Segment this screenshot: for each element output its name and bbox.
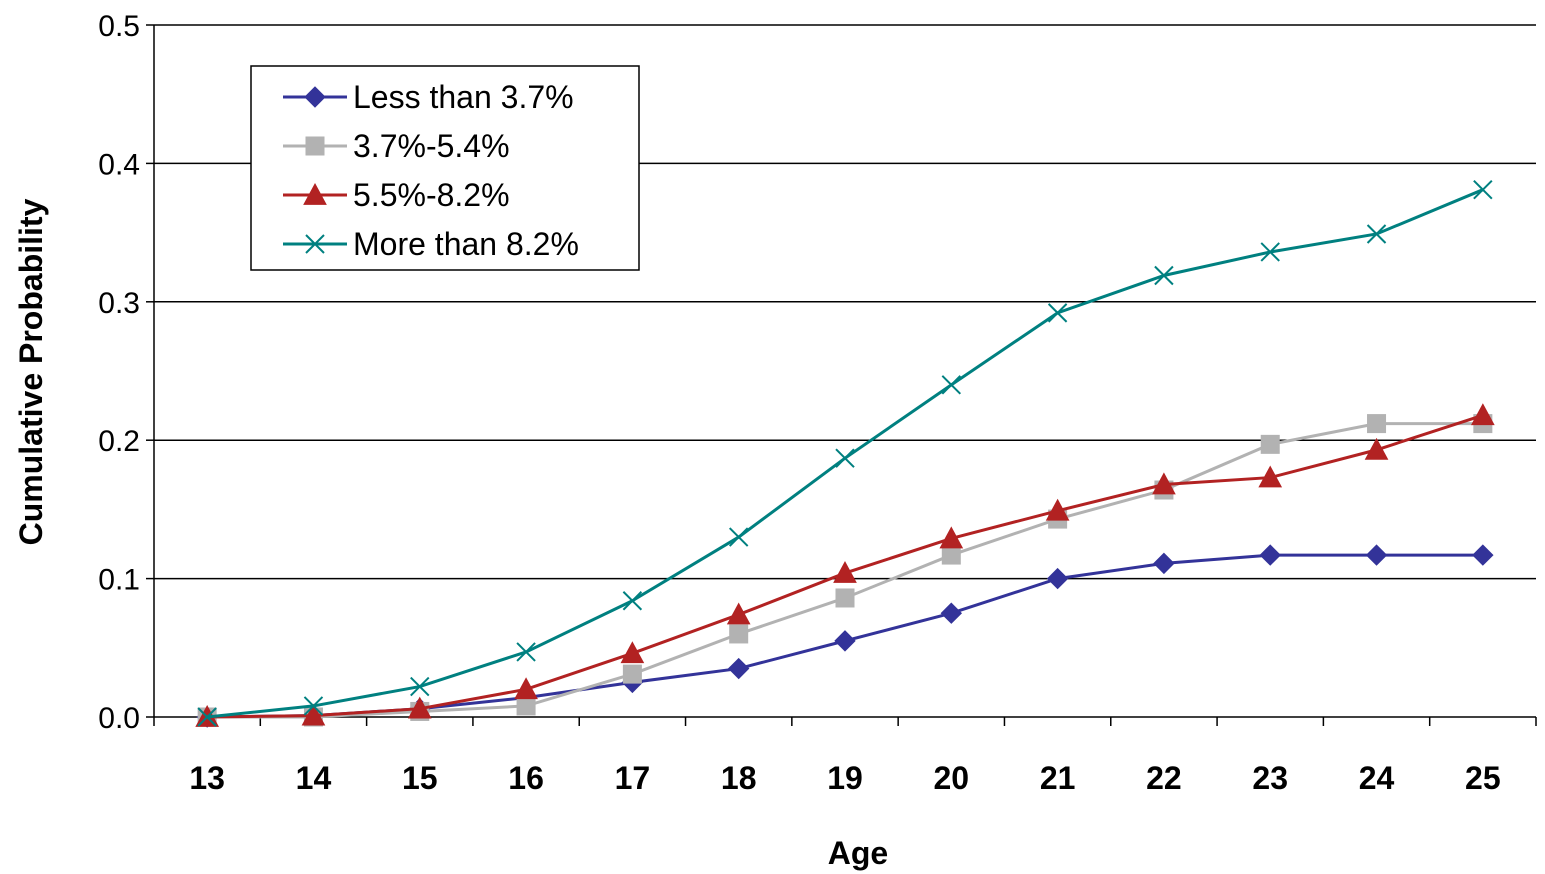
data-point [1046,567,1069,590]
x-tick-label: 22 [1146,760,1182,796]
data-point [1473,179,1493,200]
data-point [729,624,749,644]
legend-entry: 3.7%-5.4% [283,128,510,164]
axes: 0.0 0.1 0.2 0.3 0.4 0.5 13 14 15 16 17 18 19 20 21 22 23… [98,10,1537,796]
data-point [1153,552,1175,575]
data-point [516,642,536,662]
x-tick-label: 14 [296,760,332,796]
legend-label: 5.5%-8.2% [353,177,510,213]
data-point [303,696,324,716]
y-tick-label: 0.0 [98,702,140,735]
x-tick-label: 23 [1252,760,1288,796]
data-point [301,703,326,726]
data-point [197,707,217,727]
legend-entry: More than 8.2% [283,226,579,262]
data-point [834,630,856,652]
data-point [1258,465,1283,488]
y-tick-label: 0.4 [98,148,140,181]
data-point [728,527,749,547]
x-tick-label: 13 [189,760,225,796]
x-tick-label: 15 [402,760,438,796]
x-tick-label: 24 [1359,760,1395,796]
legend-marker [305,136,325,156]
data-point [941,545,961,565]
y-tick-label: 0.5 [98,10,140,43]
data-point [835,588,855,608]
y-tick-label: 0.1 [98,564,140,597]
y-tick-label: 0.2 [98,425,140,458]
x-tick-label: 19 [827,760,863,796]
data-point [622,664,642,684]
data-point [833,561,857,583]
series-3 [195,403,1495,727]
legend-marker [305,234,325,254]
legend-marker [303,182,327,205]
legend-entry: 5.5%-8.2% [283,177,510,213]
series-4 [197,179,1493,727]
data-point [1154,265,1174,286]
data-point [1047,303,1068,323]
data-point [1367,414,1387,434]
data-point [940,602,963,624]
x-tick-label: 18 [721,760,757,796]
data-point [410,676,430,697]
data-point [1365,544,1388,566]
data-point [939,526,964,549]
data-point [1045,498,1070,521]
legend-marker [304,86,326,108]
data-point [516,696,536,716]
series [195,179,1495,728]
legend-label: More than 8.2% [353,226,579,262]
legend-entry: Less than 3.7% [283,79,574,115]
x-tick-label: 25 [1465,760,1501,796]
legend-label: Less than 3.7% [353,79,574,115]
x-axis-title: Age [828,835,888,871]
data-point [407,696,432,719]
x-tick-label: 17 [615,760,651,796]
data-point [514,677,538,700]
x-tick-label: 20 [934,760,970,796]
data-point [835,448,855,468]
data-point [1471,403,1495,426]
data-point [727,657,750,680]
data-point [620,641,645,664]
data-point [1364,437,1389,460]
x-tick-label: 16 [508,760,544,796]
legend-label: 3.7%-5.4% [353,128,510,164]
data-point [1259,544,1281,566]
y-tick-label: 0.3 [98,287,140,320]
data-point [1260,242,1280,262]
data-point [622,591,643,611]
legend: Less than 3.7% 3.7%-5.4% 5.5%-8.2% More tha… [250,65,640,271]
data-point [1472,544,1494,566]
data-point [941,375,962,395]
data-point [726,602,751,625]
y-axis-title: Cumulative Probability [13,198,49,545]
data-point [1152,472,1176,495]
data-point [1260,434,1280,454]
data-point [1366,224,1387,244]
x-tick-label: 21 [1040,760,1076,796]
